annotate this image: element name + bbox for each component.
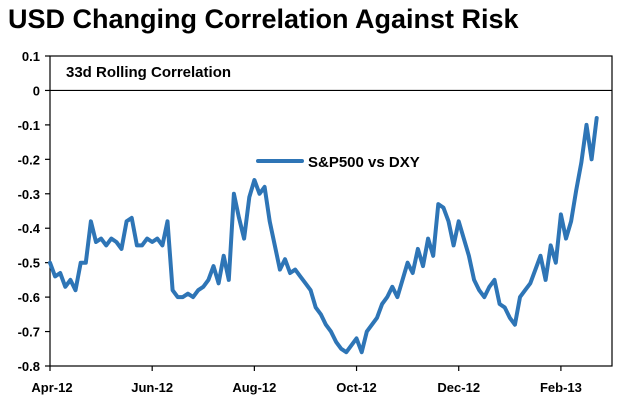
legend-label: S&P500 vs DXY — [308, 154, 420, 171]
y-tick-label: 0 — [33, 83, 40, 98]
y-tick-label: -0.8 — [18, 359, 40, 374]
x-tick-label: Dec-12 — [437, 380, 480, 395]
x-tick-label: Jun-12 — [131, 380, 173, 395]
chart-title: USD Changing Correlation Against Risk — [8, 4, 519, 34]
plot-area — [49, 55, 613, 367]
x-tick-label: Aug-12 — [232, 380, 276, 395]
series-line — [48, 116, 599, 355]
y-tick-label: -0.1 — [18, 118, 40, 133]
y-tick-label: -0.7 — [18, 325, 40, 340]
y-tick-label: -0.6 — [18, 290, 40, 305]
x-tick-label: Feb-13 — [540, 380, 582, 395]
y-tick-label: -0.3 — [18, 187, 40, 202]
y-tick-label: 0.1 — [22, 49, 40, 64]
x-tick-label: Oct-12 — [336, 380, 376, 395]
x-tick-label: Apr-12 — [31, 380, 72, 395]
y-tick-label: -0.2 — [18, 152, 40, 167]
y-tick-label: -0.4 — [18, 221, 41, 236]
y-tick-label: -0.5 — [18, 256, 40, 271]
chart-subtitle: 33d Rolling Correlation — [66, 64, 231, 81]
